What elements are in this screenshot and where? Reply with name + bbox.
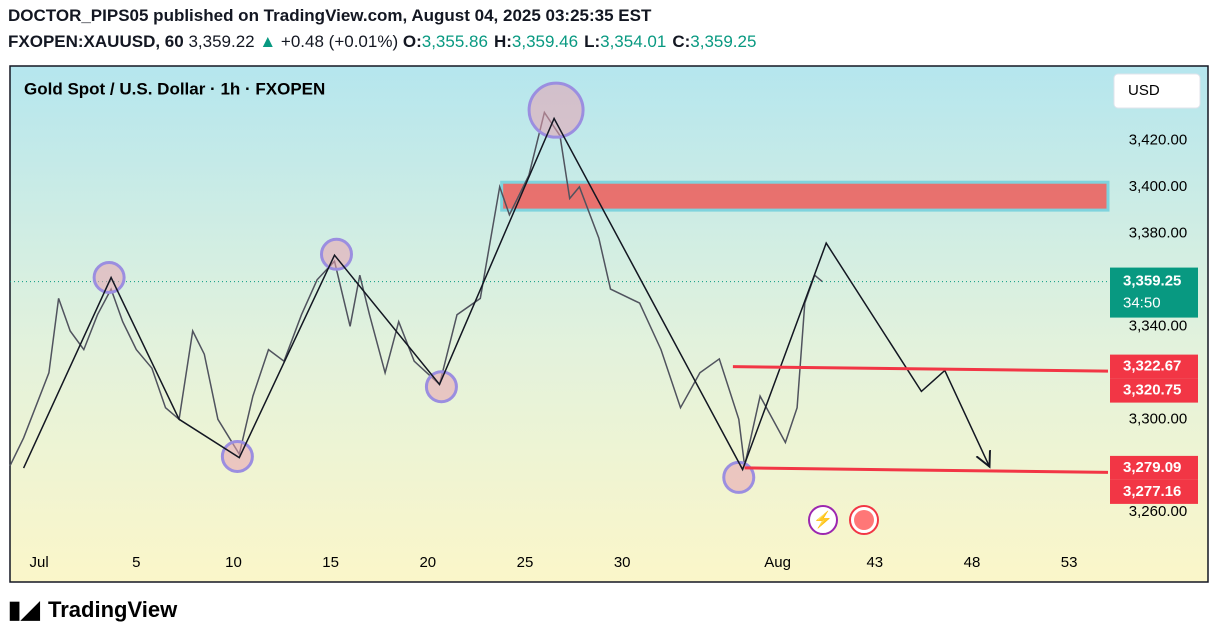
price-label: 3,322.67 <box>1123 358 1181 375</box>
x-tick-label: 43 <box>866 554 883 571</box>
ohlc-value: 3,359.46 <box>511 32 579 51</box>
currency[interactable]: USD <box>1128 82 1160 99</box>
up-arrow: ▲ <box>259 32 277 51</box>
ohlc-value: 3,359.25 <box>690 32 757 51</box>
y-tick-label: 3,420.00 <box>1129 131 1187 148</box>
level-line <box>744 466 1109 474</box>
ohlc-key: O: <box>402 32 422 51</box>
x-tick-label: 15 <box>322 554 339 571</box>
change: +0.48 (+0.01%) <box>280 32 399 51</box>
event-icon[interactable] <box>808 505 838 535</box>
y-tick-label: 3,260.00 <box>1129 503 1187 520</box>
price-label-box <box>1110 455 1198 480</box>
brand: TradingView <box>48 597 178 622</box>
ohlc-key: H: <box>493 32 512 51</box>
flag-icon-inner <box>854 510 874 530</box>
x-tick-label: 25 <box>517 554 534 571</box>
price-line <box>9 110 823 467</box>
chart-title: Gold Spot / U.S. Dollar · 1h · FXOPEN <box>24 79 325 98</box>
pivot-circle <box>424 370 458 404</box>
x-tick-label: 10 <box>225 554 242 571</box>
level-line <box>732 365 1109 373</box>
publish-line: DOCTOR_PIPS05 published on TradingView.c… <box>8 6 651 26</box>
ohlc: O:3,355.86 H:3,359.46 L:3,354.01 C:3,359.25 <box>403 32 763 51</box>
price-label: 3,279.09 <box>1123 459 1181 476</box>
publish-text: DOCTOR_PIPS05 published on TradingView.c… <box>8 6 652 25</box>
x-tick-label: 30 <box>614 554 631 571</box>
pivot-circle <box>319 237 353 271</box>
countdown: 34:50 <box>1123 295 1161 312</box>
last-price: 3,359.22 <box>188 32 255 51</box>
x-tick-label: 20 <box>419 554 436 571</box>
last-price-label: 3,359.25 <box>1123 273 1181 290</box>
y-tick-label: 3,300.00 <box>1129 410 1187 427</box>
y-tick-label: 3,400.00 <box>1129 178 1187 195</box>
x-tick-label: 5 <box>132 554 140 571</box>
price-label-box <box>1110 479 1198 504</box>
ohlc-value: 3,355.86 <box>421 32 488 51</box>
plot-background <box>9 65 1209 583</box>
event-icon-glyph: ⚡ <box>813 510 833 529</box>
ohlc-key: C: <box>672 32 691 51</box>
price-label: 3,277.16 <box>1123 483 1181 500</box>
y-tick-label: 3,380.00 <box>1129 224 1187 241</box>
last-price-box <box>1110 267 1198 318</box>
x-tick-label: 53 <box>1061 554 1078 571</box>
ohlc-key: L: <box>584 32 601 51</box>
pivot-circle <box>92 261 126 295</box>
x-tick-label: Aug <box>764 554 791 571</box>
zigzag-drawing <box>22 116 990 472</box>
resistance-zone <box>500 180 1110 212</box>
price-label-box <box>1110 378 1198 403</box>
ohlc-value: 3,354.01 <box>600 32 667 51</box>
currency-button[interactable] <box>1113 73 1201 109</box>
y-tick-label: 3,340.00 <box>1129 317 1187 334</box>
x-tick-label: 48 <box>964 554 981 571</box>
price-label-box <box>1110 354 1198 379</box>
logo-mark: ▮◢ <box>8 596 40 623</box>
pivot-circle <box>527 81 585 139</box>
symbol-line: FXOPEN:XAUUSD, 60 3,359.22 ▲ +0.48 (+0.0… <box>8 32 762 52</box>
x-tick-label: Jul <box>30 554 49 571</box>
symbol: FXOPEN:XAUUSD, 60 <box>8 32 184 51</box>
price-label: 3,320.75 <box>1123 382 1181 399</box>
